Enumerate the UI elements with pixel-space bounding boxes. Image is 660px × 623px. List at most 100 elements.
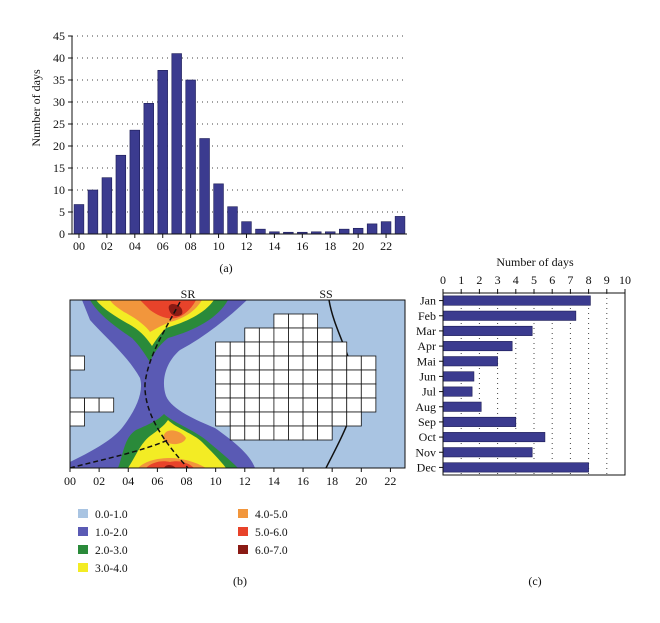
panel-b-empty-cell	[244, 355, 260, 371]
panel-a-x-tick-label: 16	[296, 239, 308, 253]
panel-a-y-tick-label: 5	[59, 205, 65, 219]
panel-b-empty-cell	[273, 397, 289, 413]
panel-a-x-tick-label: 22	[380, 239, 392, 253]
panel-b-empty-cell	[258, 411, 275, 427]
panel-c-bar-Mar	[442, 325, 533, 336]
panel-c-bar-Feb	[442, 310, 577, 321]
contour-1-2	[70, 300, 255, 468]
legend-swatch-1.0-2.0	[78, 527, 88, 536]
panel-b-x-tick-label: 06	[151, 474, 163, 488]
panel-c-bar-Jan	[442, 295, 591, 306]
panel-c-bar-Mai	[442, 356, 498, 367]
panel-b-empty-cell	[331, 397, 348, 413]
panel-a-y-tick-label: 15	[53, 161, 65, 175]
panel-c-x-tick-label: 1	[458, 273, 464, 287]
panel-b-empty-cell	[70, 397, 85, 413]
panel-c-y-tick-label: Oct	[419, 430, 437, 444]
panel-a-y-tick-label: 10	[53, 183, 65, 197]
panel-b-x-tick-label: 00	[64, 474, 76, 488]
panel-a-bar-10	[213, 183, 224, 235]
panel-c-bar-Jul	[442, 386, 473, 397]
panel-c-y-tick-label: Mai	[417, 354, 437, 368]
panel-b-empty-cell	[70, 355, 85, 371]
panel-c-y-tick-label: Dec	[417, 460, 436, 474]
panel-c-y-tick-label: Feb	[418, 309, 436, 323]
panel-b-empty-cell	[317, 411, 333, 427]
panel-b-empty-cell	[258, 327, 275, 343]
panel-b-empty-cell	[70, 411, 85, 427]
panel-c-x-tick-label: 3	[495, 273, 501, 287]
panel-b-empty-cell	[331, 411, 348, 427]
panel-b-empty-cell	[288, 397, 304, 413]
panel-b-empty-cell	[215, 383, 231, 399]
panel-b-empty-cell	[215, 411, 231, 427]
panel-b-empty-cell	[302, 341, 319, 357]
panel-a-x-tick-label: 12	[240, 239, 252, 253]
panel-b-empty-cell	[346, 397, 362, 413]
panel-b-empty-cell	[302, 369, 319, 385]
legend-swatch-2.0-3.0	[78, 545, 88, 554]
panel-b-empty-cell	[273, 425, 289, 441]
panel-b-empty-cell	[302, 355, 319, 371]
panel-b-empty-cell	[258, 341, 275, 357]
panel-b-empty-cell	[317, 369, 333, 385]
panel-b-empty-cell	[288, 369, 304, 385]
panel-a-y-tick-label: 25	[53, 117, 65, 131]
panel-b-empty-cell	[258, 369, 275, 385]
panel-b-heatmap: 00 02 04 06 08 10 12 14 16 18 20 22 SR SS 0.0-1.0 1.…	[64, 287, 406, 588]
panel-b-empty-cell	[273, 341, 289, 357]
panel-a-bar-06	[157, 70, 168, 235]
panel-b-label: (b)	[233, 574, 247, 588]
panel-b-x-tick-label: 10	[210, 474, 222, 488]
panel-b-empty-cell	[229, 411, 246, 427]
panel-a-bar-05	[143, 103, 154, 235]
panel-b-empty-cell	[317, 397, 333, 413]
panel-b-empty-cell	[258, 397, 275, 413]
panel-b-empty-cell	[215, 397, 231, 413]
panel-b-empty-cell	[331, 355, 348, 371]
legend-label-3.0-4.0: 3.0-4.0	[95, 563, 128, 575]
sunset-label: SS	[319, 287, 332, 301]
panel-b-empty-cell	[288, 327, 304, 343]
panel-a-bar-07	[171, 53, 182, 235]
panel-a-bar-19	[339, 228, 350, 235]
panel-a-bar-04	[129, 129, 140, 235]
panel-b-empty-cell	[317, 425, 333, 441]
panel-a-bar-chart: 0 5 10 15 20 25 30 35 40 45 00 02 04 06 08 10 12 14 16 18 20…	[29, 29, 407, 275]
panel-b-empty-cell	[98, 397, 115, 413]
panel-b-empty-cell	[229, 341, 246, 357]
panel-a-bar-21	[366, 223, 378, 235]
panel-b-empty-cell	[244, 341, 260, 357]
sunrise-label: SR	[181, 287, 196, 301]
panel-a-bar-20	[352, 227, 364, 235]
panel-b-empty-cell	[302, 425, 319, 441]
sunrise-lower-curve	[70, 439, 169, 468]
panel-b-x-tick-label: 12	[239, 474, 251, 488]
panel-a-y-tick-label: 20	[53, 139, 65, 153]
panel-a-bar-09	[199, 138, 210, 235]
panel-c-y-tick-label: Jun	[419, 369, 436, 383]
panel-a-x-tick-label: 04	[129, 239, 141, 253]
panel-c-bar-Dec	[442, 462, 589, 473]
panel-a-x-tick-label: 08	[185, 239, 197, 253]
panel-b-x-tick-label: 04	[122, 474, 134, 488]
panel-a-x-tick-label: 14	[268, 239, 280, 253]
panel-c-bar-Sep	[442, 416, 517, 427]
panel-b-empty-cell	[360, 355, 377, 371]
panel-a-x-tick-label: 06	[157, 239, 169, 253]
panel-b-x-tick-label: 22	[384, 474, 396, 488]
panel-b-empty-cell	[346, 355, 362, 371]
panel-b-empty-cell	[317, 355, 333, 371]
panel-b-x-tick-label: 08	[181, 474, 193, 488]
panel-b-x-tick-label: 14	[268, 474, 280, 488]
panel-c-y-tick-label: Jul	[422, 385, 437, 399]
panel-c-x-tick-label: 4	[513, 273, 519, 287]
panel-c-bar-Apr	[442, 341, 513, 352]
panel-c-bar-Aug	[442, 401, 482, 412]
panel-b-empty-cell	[273, 355, 289, 371]
panel-a-gridlines	[72, 35, 407, 213]
panel-c-y-tick-label: Aug	[415, 400, 436, 414]
panel-a-y-tick-label: 30	[53, 95, 65, 109]
panel-a-bar-11	[227, 206, 238, 235]
panel-b-empty-cell	[273, 411, 289, 427]
